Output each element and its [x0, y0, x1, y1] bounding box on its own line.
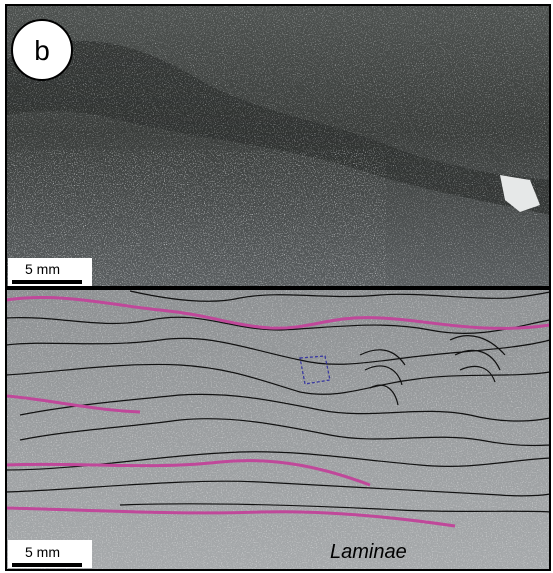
scale-label: 5 mm	[25, 261, 60, 277]
scale-label: 5 mm	[25, 544, 60, 560]
scale-bar	[12, 280, 82, 284]
panel-label: b	[34, 35, 50, 66]
top-panel: 5 mm b	[6, 5, 550, 287]
bottom-panel: 5 mm Laminae	[6, 289, 550, 570]
scale-bar	[12, 563, 82, 567]
annotation: Laminae	[330, 541, 407, 563]
texture	[6, 289, 550, 570]
figure: 5 mm b 5 mm	[0, 0, 553, 573]
page: {"panel_label": "b", "top_panel": {"scal…	[0, 0, 553, 573]
